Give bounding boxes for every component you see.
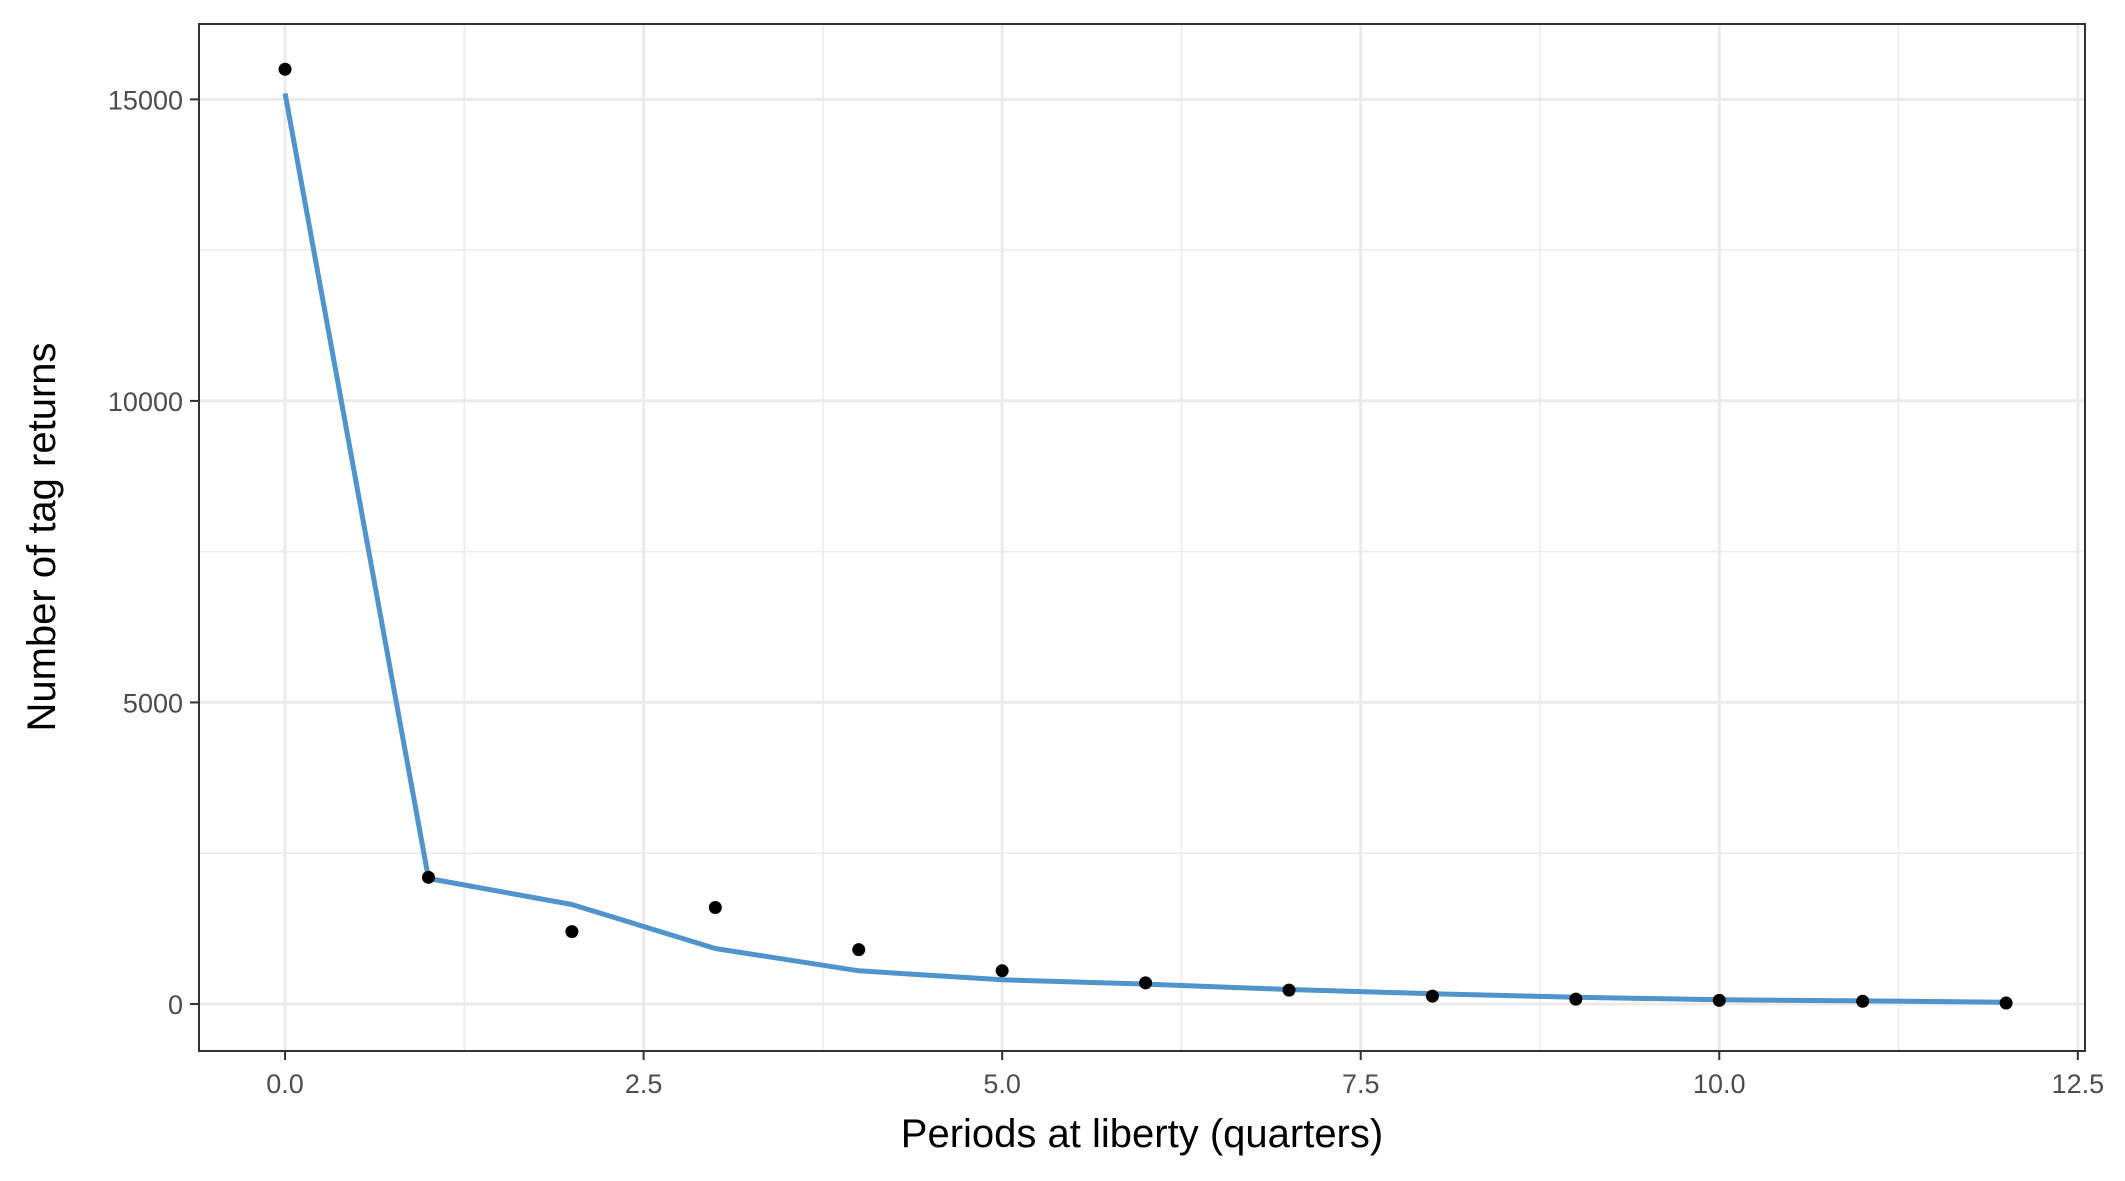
- data-point: [1425, 989, 1439, 1003]
- plot-background: [199, 24, 2085, 1051]
- data-point: [1712, 993, 1726, 1007]
- x-tick-label: 2.5: [625, 1069, 663, 1099]
- plot-border: [198, 23, 2086, 1052]
- x-axis-title: Periods at liberty (quarters): [901, 1112, 1383, 1156]
- data-point: [852, 943, 866, 957]
- y-axis-title: Number of tag returns: [20, 342, 64, 731]
- y-tick-label: 5000: [123, 688, 183, 718]
- y-axis: 0 5000 10000 15000: [108, 85, 199, 1020]
- grid-major: [199, 24, 2085, 1051]
- data-point: [995, 964, 1009, 978]
- observed-points: [278, 62, 2013, 1010]
- x-tick-label: 10.0: [1693, 1069, 1746, 1099]
- data-point: [565, 925, 579, 939]
- y-tick-label: 15000: [108, 85, 183, 115]
- data-point: [1282, 983, 1296, 997]
- x-tick-label: 5.0: [983, 1069, 1021, 1099]
- data-point: [1856, 994, 1870, 1008]
- data-point: [708, 900, 722, 914]
- data-point: [1999, 996, 2013, 1010]
- data-point: [421, 870, 435, 884]
- grid-minor: [199, 24, 2085, 1051]
- data-point: [278, 62, 292, 76]
- y-tick-label: 0: [168, 990, 183, 1020]
- x-axis: 0.0 2.5 5.0 7.5 10.0 12.5: [266, 1051, 2104, 1099]
- x-tick-label: 12.5: [2052, 1069, 2105, 1099]
- data-point: [1569, 992, 1583, 1006]
- data-point: [1139, 976, 1153, 990]
- y-tick-label: 10000: [108, 387, 183, 417]
- x-tick-label: 7.5: [1342, 1069, 1380, 1099]
- x-tick-label: 0.0: [266, 1069, 304, 1099]
